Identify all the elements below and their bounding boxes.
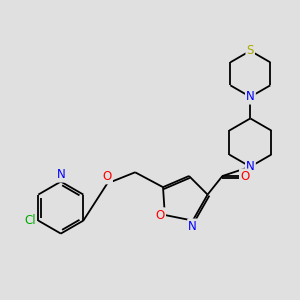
Text: N: N xyxy=(246,90,255,104)
Text: O: O xyxy=(240,169,249,182)
Text: N: N xyxy=(246,160,255,173)
Text: N: N xyxy=(246,160,255,173)
Text: N: N xyxy=(56,168,65,182)
Text: O: O xyxy=(103,170,112,183)
Text: O: O xyxy=(156,208,165,221)
Text: N: N xyxy=(188,220,197,233)
Text: O: O xyxy=(156,208,165,221)
Text: N: N xyxy=(188,220,197,233)
Text: Cl: Cl xyxy=(24,214,36,227)
Text: O: O xyxy=(240,169,249,182)
Text: N: N xyxy=(56,168,65,182)
Text: Cl: Cl xyxy=(24,214,36,227)
Text: O: O xyxy=(103,170,112,183)
Text: N: N xyxy=(246,90,255,104)
Text: S: S xyxy=(247,44,254,57)
Text: S: S xyxy=(247,44,254,57)
